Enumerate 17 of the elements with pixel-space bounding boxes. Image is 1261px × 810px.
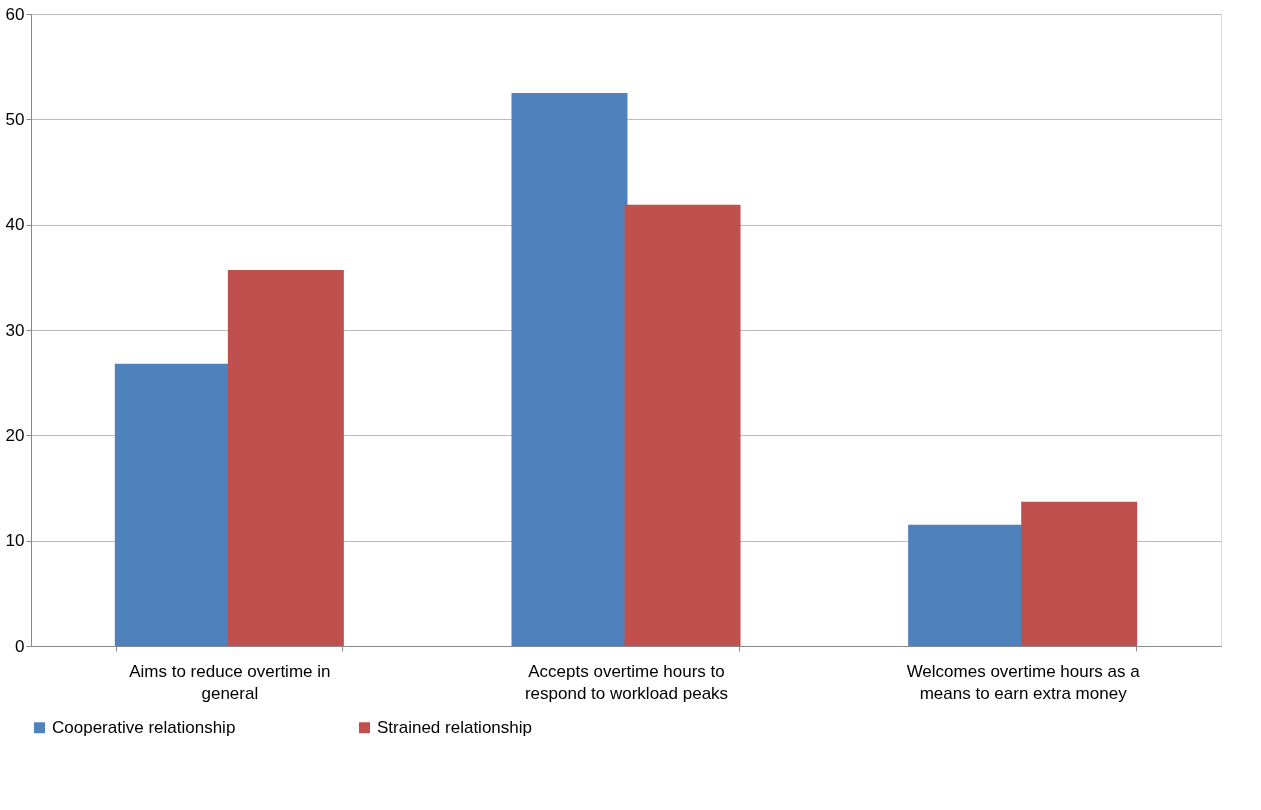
x-tick-label: Welcomes overtime hours as a means to earn extra money bbox=[906, 661, 1141, 703]
y-tick-label: 10 bbox=[5, 531, 25, 551]
y-tick-label: 30 bbox=[5, 320, 25, 340]
bar bbox=[624, 204, 741, 646]
bar bbox=[1021, 501, 1138, 646]
legend-label: Strained relationship bbox=[377, 717, 532, 737]
y-tick-label: 60 bbox=[5, 4, 25, 24]
y-tick-label: 0 bbox=[15, 636, 25, 656]
bar bbox=[114, 363, 231, 646]
x-tick-label: Accepts overtime hours to respond to workload peaks bbox=[524, 661, 729, 703]
bar bbox=[511, 93, 628, 646]
y-tick-label: 20 bbox=[5, 425, 25, 445]
legend-label: Cooperative relationship bbox=[52, 717, 236, 737]
y-tick-label: 50 bbox=[5, 109, 25, 129]
y-tick-label: 40 bbox=[5, 215, 25, 235]
bar bbox=[227, 269, 344, 646]
x-tick-label: Aims to reduce overtime in general bbox=[129, 661, 331, 703]
